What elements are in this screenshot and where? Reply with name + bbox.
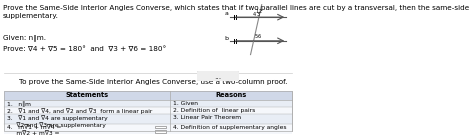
Text: 5: 5 <box>254 34 257 39</box>
Bar <box>4 114 292 124</box>
Text: 3.   ∇1 and ∇4 are supplementary
     ∇2 and ∇3 are supplementary: 3. ∇1 and ∇4 are supplementary ∇2 and ∇3… <box>7 115 108 128</box>
Text: 2. Definition of  linear pairs: 2. Definition of linear pairs <box>173 108 255 113</box>
Text: 1.   n∥m: 1. n∥m <box>7 101 31 107</box>
Text: Prove the Same-Side Interior Angles Converse, which states that if two parallel : Prove the Same-Side Interior Angles Conv… <box>3 5 469 19</box>
Bar <box>155 126 166 128</box>
Text: 6: 6 <box>257 34 261 39</box>
Text: 3. Linear Pair Theorem: 3. Linear Pair Theorem <box>173 115 241 120</box>
Text: 4: 4 <box>253 13 256 18</box>
Text: Prove: ∇4 + ∇5 = 180°  and  ∇3 + ∇6 = 180°: Prove: ∇4 + ∇5 = 180° and ∇3 + ∇6 = 180° <box>3 46 166 52</box>
Bar <box>4 91 292 100</box>
Text: 2.   ∇1 and ∇4, and ∇2 and ∇3  form a linear pair: 2. ∇1 and ∇4, and ∇2 and ∇3 form a linea… <box>7 108 152 114</box>
Text: 4.   m∇1 + m∇4 =
     m∇2 + m∇3 =: 4. m∇1 + m∇4 = m∇2 + m∇3 = <box>7 125 61 136</box>
Text: 4. Definition of supplementary angles: 4. Definition of supplementary angles <box>173 125 287 130</box>
Bar <box>155 130 166 133</box>
Text: a: a <box>225 11 228 16</box>
Bar <box>4 91 292 131</box>
Text: 2: 2 <box>259 9 262 14</box>
Text: To prove the Same-Side Interior Angles Converse, use a two-column proof.: To prove the Same-Side Interior Angles C… <box>19 79 287 85</box>
Text: 1. Given: 1. Given <box>173 101 198 106</box>
Text: b: b <box>225 36 228 41</box>
Text: Given: n∥m.: Given: n∥m. <box>3 34 46 41</box>
Text: Reasons: Reasons <box>215 92 246 98</box>
FancyBboxPatch shape <box>196 71 241 82</box>
Bar <box>4 100 292 107</box>
Bar <box>4 91 292 131</box>
Text: 3: 3 <box>256 13 259 18</box>
Bar <box>4 107 292 114</box>
Bar <box>4 124 292 134</box>
Text: Statements: Statements <box>66 92 109 98</box>
Text: ...: ... <box>214 72 222 81</box>
Text: 1: 1 <box>256 9 259 14</box>
